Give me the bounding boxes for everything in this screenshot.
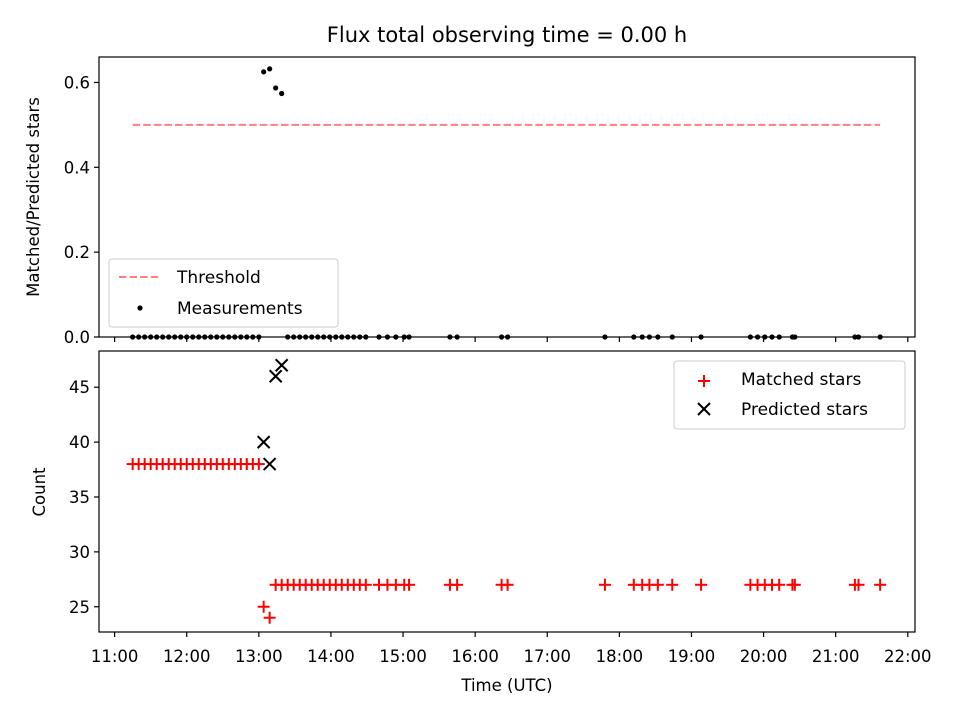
bottom-panel: 25 30 35 40 45 11:00 12:00 13:00 14:00 15:00 16:0… — [30, 350, 932, 695]
matched-star-point — [788, 578, 801, 591]
matched-star-point — [252, 458, 265, 471]
bottom-x-tick-label: 18:00 — [596, 647, 644, 666]
matched-star-point — [773, 578, 786, 591]
bottom-y-tick-label: 25 — [69, 598, 90, 617]
bottom-x-tick-label: 20:00 — [740, 647, 788, 666]
measurement-point — [267, 66, 273, 72]
bottom-y-ticks: 25 30 35 40 45 — [69, 378, 99, 617]
x-axis-label: Time (UTC) — [460, 676, 552, 695]
measurement-point — [273, 85, 279, 91]
legend-threshold-label: Threshold — [176, 268, 261, 288]
bottom-x-tick-label: 17:00 — [523, 647, 571, 666]
predicted-star-d2 — [268, 369, 283, 383]
top-y-ticks: 0.0 0.2 0.4 0.6 — [64, 73, 99, 347]
bottom-y-tick-label: 30 — [69, 543, 90, 562]
matched-star-point — [359, 578, 372, 591]
predicted-star-d2 — [262, 457, 277, 471]
bottom-y-tick-label: 35 — [69, 488, 90, 507]
matched-star-point — [666, 578, 679, 591]
top-y-tick-label: 0.4 — [64, 158, 90, 177]
bottom-x-tick-label: 13:00 — [235, 647, 283, 666]
top-y-tick-label: 0.0 — [64, 328, 90, 347]
predicted-star-point — [256, 435, 271, 449]
bottom-x-tick-label: 21:00 — [812, 647, 860, 666]
bottom-y-tick-label: 40 — [69, 433, 90, 452]
bottom-x-ticks: 11:00 12:00 13:00 14:00 15:00 16:00 17:00 18:00… — [91, 632, 932, 666]
chart-title: Flux total observing time = 0.00 h — [327, 23, 687, 47]
matched-stars-points — [126, 458, 887, 624]
legend-predicted-label: Predicted stars — [741, 400, 868, 420]
bottom-x-tick-label: 12:00 — [163, 647, 211, 666]
legend-measurements-label: Measurements — [177, 299, 303, 319]
predicted-star-d2 — [256, 435, 271, 449]
bottom-y-axis-label: Count — [30, 467, 49, 517]
bottom-x-tick-label: 16:00 — [451, 647, 499, 666]
bottom-y-tick-label: 45 — [69, 378, 90, 397]
matched-star-point — [263, 611, 276, 624]
matched-star-point — [695, 578, 708, 591]
matched-star-point — [257, 600, 270, 613]
predicted-stars-points — [256, 358, 289, 471]
predicted-star-point — [262, 457, 277, 471]
top-y-axis-label: Matched/Predicted stars — [24, 97, 43, 297]
bottom-x-tick-label: 19:00 — [668, 647, 716, 666]
bottom-x-tick-label: 14:00 — [307, 647, 355, 666]
measurement-points — [130, 66, 883, 340]
top-legend-box — [108, 258, 339, 328]
bottom-legend: Matched stars Predicted stars — [673, 360, 906, 430]
legend-matched-swatch — [698, 375, 710, 387]
predicted-star-point — [268, 369, 283, 383]
bottom-x-tick-label: 11:00 — [91, 647, 139, 666]
matched-star-point — [598, 578, 611, 591]
bottom-axes-frame — [98, 350, 916, 633]
top-legend: Threshold Measurements — [108, 258, 339, 328]
matched-star-point — [874, 578, 887, 591]
measurement-point — [279, 90, 285, 97]
bottom-legend-box — [673, 360, 906, 430]
measurement-point — [261, 69, 267, 75]
top-axes-frame — [98, 56, 916, 338]
bottom-x-tick-label: 22:00 — [884, 647, 932, 666]
legend-predicted-swatch — [697, 402, 711, 416]
predicted-star-d2 — [274, 358, 289, 372]
top-y-tick-label: 0.6 — [64, 73, 90, 92]
matched-star-point — [501, 578, 514, 591]
bottom-x-tick-label: 15:00 — [379, 647, 427, 666]
matched-star-point — [403, 578, 416, 591]
predicted-star-point — [274, 358, 289, 372]
top-y-tick-label: 0.2 — [64, 243, 90, 262]
top-panel: 0.0 0.2 0.4 0.6 Matched/Predicted stars Thr… — [24, 56, 916, 347]
legend-measurements-swatch — [137, 305, 143, 311]
legend-matched-label: Matched stars — [741, 370, 861, 390]
matched-star-point — [451, 578, 464, 591]
matched-star-point — [852, 578, 865, 591]
top-x-ticks — [114, 337, 909, 342]
matched-star-point — [651, 578, 664, 591]
